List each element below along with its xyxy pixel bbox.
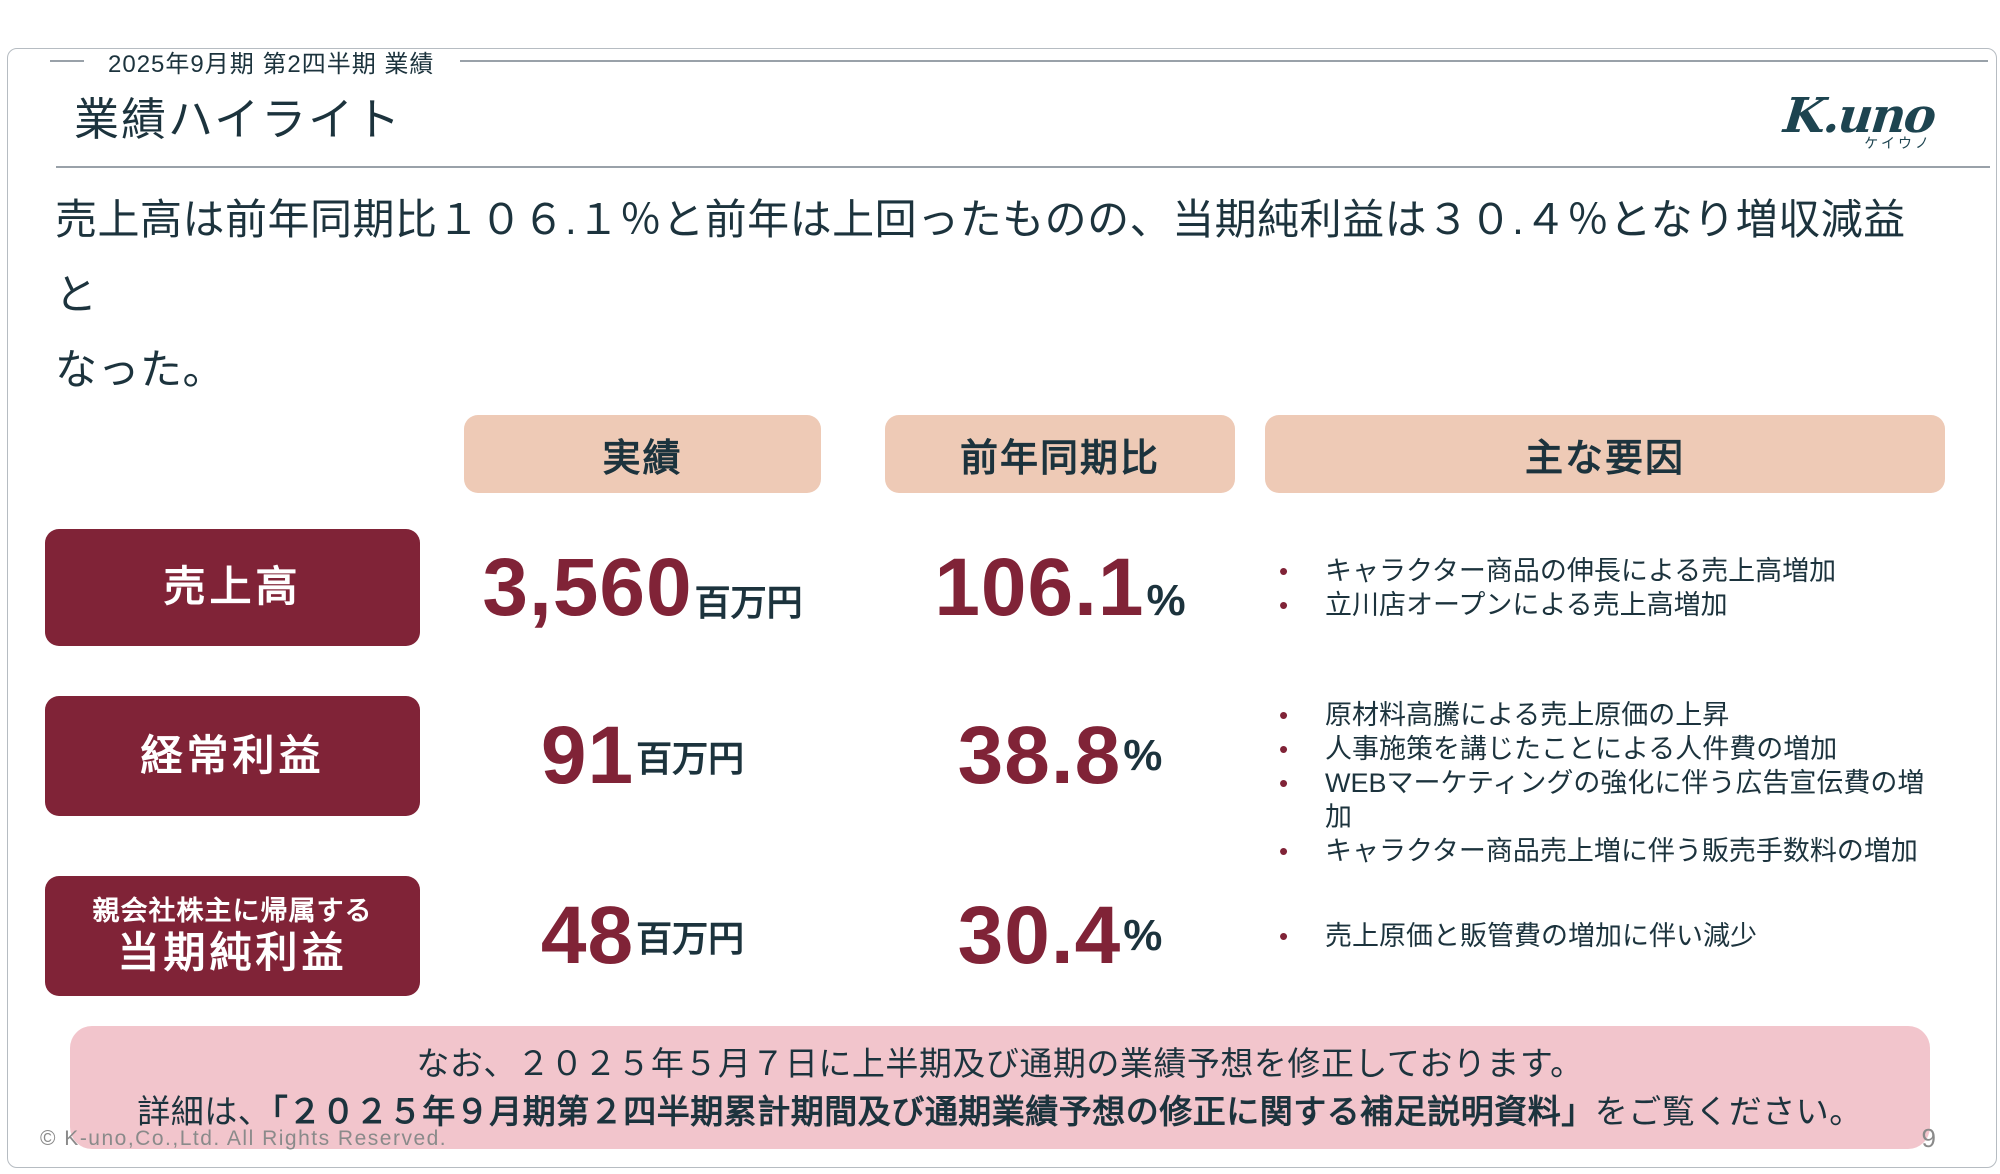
- net-income-value: 48 百万円: [420, 876, 865, 996]
- kuno-logo-katakana: ケイウノ: [1864, 135, 1932, 151]
- row-label-net-income: 親会社株主に帰属する 当期純利益: [45, 876, 420, 996]
- table-row-sales: 売上高 3,560百万円 106.1% キャラクター商品の伸長による売上高増加 …: [45, 529, 1955, 646]
- factor-item: 人事施策を講じたことによる人件費の増加: [1275, 732, 1955, 766]
- eyebrow-rule: [460, 60, 1988, 62]
- ordinary-income-value: 91 百万円: [420, 696, 865, 816]
- title-row: 業績ハイライト K.uno ケイウノ: [74, 86, 1937, 151]
- note-line-2: 詳細は、「２０２５年９月期第２四半期累計期間及び通期業績予想の修正に関する補足説…: [137, 1088, 1863, 1136]
- ordinary-income-yoy-unit: %: [1123, 731, 1163, 780]
- factor-item: 立川店オープンによる売上高増加: [1275, 588, 1955, 622]
- note-line2-document-title: 「２０２５年９月期第２四半期累計期間及び通期業績予想の修正に関する補足説明資料」: [271, 1092, 1595, 1130]
- ordinary-income-factors: 原材料高騰による売上原価の上昇 人事施策を講じたことによる人件費の増加 WEBマ…: [1255, 696, 1955, 868]
- row-label-text: 売上高: [163, 563, 302, 611]
- forecast-revision-note: なお、２０２５年５月７日に上半期及び通期の業績予想を修正しております。 詳細は、…: [70, 1026, 1930, 1149]
- note-line2-prefix: 詳細は、: [137, 1092, 272, 1130]
- sales-factors: キャラクター商品の伸長による売上高増加 立川店オープンによる売上高増加: [1255, 554, 1955, 622]
- net-income-yoy-number: 30.4: [957, 890, 1122, 981]
- lead-line-2: なった。: [55, 346, 226, 393]
- net-income-value-unit: 百万円: [636, 918, 745, 959]
- sales-yoy: 106.1%: [865, 541, 1255, 635]
- row-label-text: 経常利益: [140, 731, 325, 779]
- ordinary-income-yoy: 38.8%: [865, 696, 1255, 816]
- sales-value-number: 3,560: [482, 541, 693, 633]
- copyright-text: © K-uno,Co.,Ltd. All Rights Reserved.: [40, 1126, 448, 1150]
- net-income-yoy-unit: %: [1123, 911, 1163, 960]
- net-income-factors: 売上原価と販管費の増加に伴い減少: [1255, 919, 1955, 953]
- factor-item: キャラクター商品の伸長による売上高増加: [1275, 554, 1955, 588]
- note-line-1: なお、２０２５年５月７日に上半期及び通期の業績予想を修正しております。: [416, 1044, 1584, 1082]
- title-underline: [56, 166, 1990, 168]
- factor-item: キャラクター商品売上増に伴う販売手数料の増加: [1275, 834, 1955, 868]
- row-label-sales: 売上高: [45, 529, 420, 646]
- header-results: 実績: [464, 415, 821, 493]
- sales-value: 3,560百万円: [420, 541, 865, 635]
- factor-item: 売上原価と販管費の増加に伴い減少: [1275, 919, 1955, 953]
- note-line2-suffix: をご覧ください。: [1594, 1092, 1863, 1130]
- sales-value-unit: 百万円: [694, 581, 803, 623]
- eyebrow-label: 2025年9月期 第2四半期 業績: [108, 50, 435, 78]
- net-income-value-number: 48: [540, 890, 635, 981]
- sales-yoy-unit: %: [1146, 575, 1186, 625]
- row-label-text: 当期純利益: [117, 928, 348, 976]
- net-income-yoy: 30.4%: [865, 876, 1255, 996]
- performance-table: 実績 前年同期比 主な要因 売上高 3,560百万円 106.1% キャラクター…: [0, 415, 2000, 996]
- header-yoy: 前年同期比: [885, 415, 1235, 493]
- ordinary-income-value-unit: 百万円: [636, 738, 745, 779]
- page-title: 業績ハイライト: [74, 94, 403, 145]
- header-spacer: [45, 415, 420, 493]
- kuno-logo-script: K.uno: [1780, 88, 1937, 144]
- ordinary-income-value-number: 91: [540, 710, 635, 801]
- lead-paragraph: 売上高は前年同期比１０６.１％と前年は上回ったものの、当期純利益は３０.４％とな…: [55, 182, 1940, 407]
- eyebrow-dash: [50, 60, 84, 62]
- eyebrow-row: 2025年9月期 第2四半期 業績: [50, 46, 1988, 78]
- table-header-row: 実績 前年同期比 主な要因: [45, 415, 1955, 493]
- ordinary-income-yoy-number: 38.8: [957, 710, 1122, 801]
- kuno-logo: K.uno ケイウノ: [1780, 88, 1937, 151]
- sales-yoy-number: 106.1: [934, 541, 1145, 633]
- lead-line-1: 売上高は前年同期比１０６.１％と前年は上回ったものの、当期純利益は３０.４％とな…: [55, 196, 1906, 318]
- row-label-ordinary-income: 経常利益: [45, 696, 420, 816]
- header-factors: 主な要因: [1265, 415, 1945, 493]
- factor-item: WEBマーケティングの強化に伴う広告宣伝費の増加: [1275, 766, 1955, 834]
- row-label-prefix: 親会社株主に帰属する: [92, 895, 373, 926]
- factor-item: 原材料高騰による売上原価の上昇: [1275, 698, 1955, 732]
